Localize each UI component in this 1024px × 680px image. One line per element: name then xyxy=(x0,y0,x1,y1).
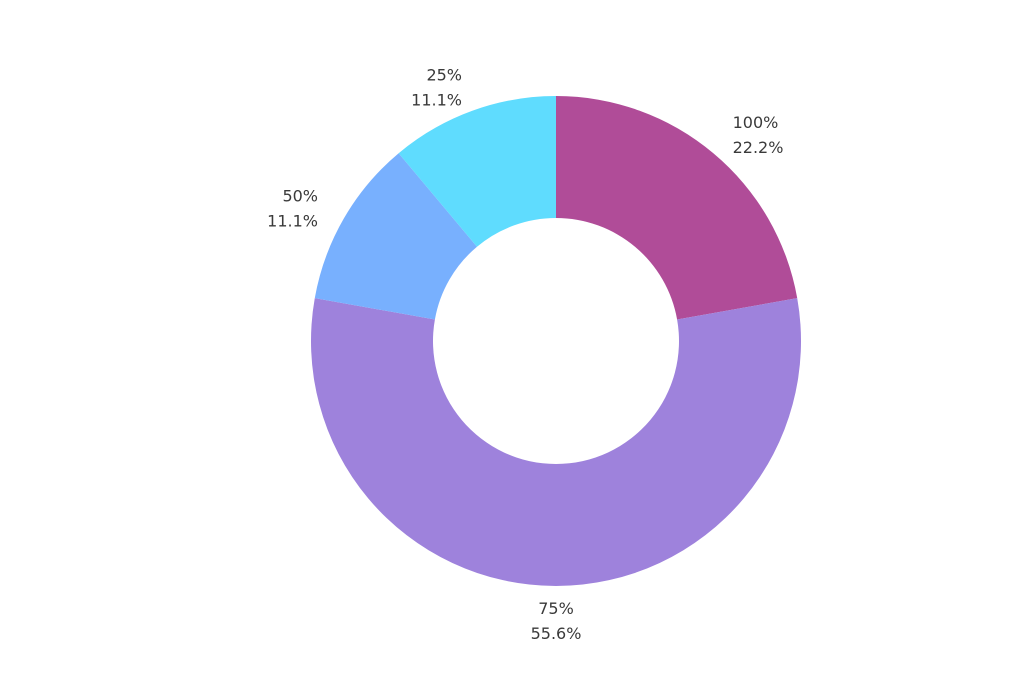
donut-slice-100pct xyxy=(556,96,798,320)
slice-percent-label: 11.1% xyxy=(267,211,318,230)
donut-slice-75pct xyxy=(311,298,801,587)
donut-slice-25pct xyxy=(398,96,556,247)
donut-slice-50pct xyxy=(314,153,478,320)
slice-category-label: 100% xyxy=(733,113,779,132)
slice-percent-label: 22.2% xyxy=(733,138,784,157)
labels-layer: 100% 22.2% 75% 55.6% 50% 11.1% 25% 11.1% xyxy=(267,66,783,643)
slice-category-label: 25% xyxy=(426,66,462,85)
slice-percent-label: 11.1% xyxy=(411,91,462,110)
slice-category-label: 50% xyxy=(282,186,318,205)
slice-category-label: 75% xyxy=(538,599,574,618)
slice-percent-label: 55.6% xyxy=(531,624,582,643)
slices-layer xyxy=(311,96,801,587)
